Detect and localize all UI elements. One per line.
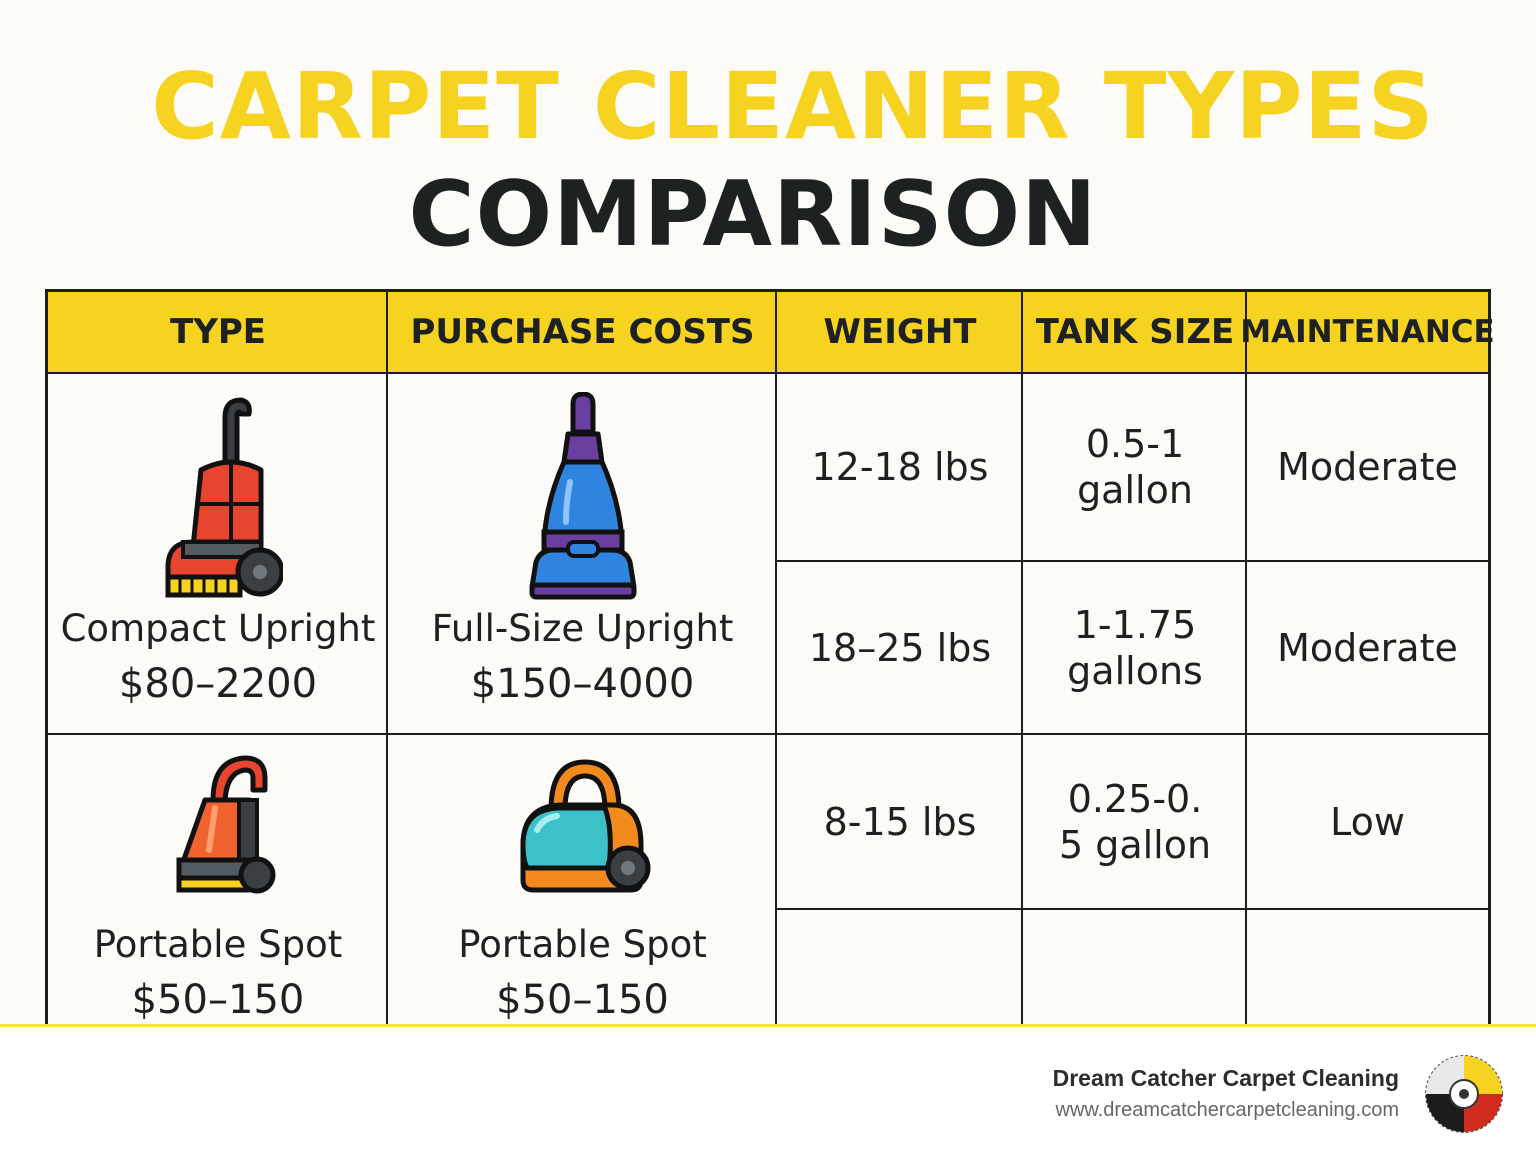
header-divider [48, 372, 1488, 374]
col-divider-2 [775, 292, 777, 1029]
row3-maintenance: Low [1330, 799, 1405, 844]
brand-block: Dream Catcher Carpet Cleaning www.dreamc… [1053, 1062, 1399, 1126]
product-price: $80–2200 [118, 661, 318, 707]
dreamcatcher-logo-icon [1425, 1055, 1503, 1133]
row2-tank-size: 1-1.75 gallons [1067, 602, 1203, 693]
full-size-upright-cleaner-icon [529, 392, 636, 600]
product-price: $150–4000 [470, 661, 695, 707]
header-weight: WEIGHT [777, 292, 1023, 372]
col-divider-4 [1245, 292, 1247, 1029]
product-name: Portable Spot [458, 923, 707, 966]
brand-url[interactable]: www.dreamcatchercarpetcleaning.com [1055, 1099, 1400, 1121]
product-full-size-upright: Full-Size Upright $150–4000 [388, 392, 777, 712]
col-divider-1 [386, 292, 388, 1029]
product-price: $50–150 [131, 977, 305, 1023]
row1-maintenance: Moderate [1277, 445, 1458, 489]
header-type: TYPE [48, 292, 388, 372]
row-divider-3 [777, 908, 1488, 910]
page-title: CARPET CLEANER TYPES [151, 53, 1435, 160]
product-portable-spot-1: Portable Spot $50–150 [48, 750, 388, 1028]
row3-tank-size: 0.25-0. 5 gallon [1058, 776, 1212, 867]
row2-weight: 18–25 lbs [808, 625, 992, 670]
row-divider-1 [777, 560, 1488, 562]
product-portable-spot-2: Portable Spot $50–150 [388, 750, 777, 1028]
compact-upright-cleaner-icon [165, 397, 283, 598]
portable-canister-cleaner-icon [520, 759, 650, 893]
page-subtitle: COMPARISON [408, 162, 1098, 267]
product-compact-upright: Compact Upright $80–2200 [48, 392, 388, 712]
footer-divider [0, 1024, 1536, 1027]
footer [0, 1027, 1536, 1154]
product-name: Full-Size Upright [431, 607, 734, 650]
row1-tank-size: 0.5-1 gallon [1077, 422, 1193, 512]
col-divider-3 [1021, 292, 1023, 1029]
row3-weight: 8-15 lbs [823, 799, 977, 844]
header-tank-size: TANK SIZE [1023, 292, 1247, 372]
comparison-table: TYPE PURCHASE COSTS WEIGHT TANK SIZE MAI… [45, 289, 1495, 1029]
portable-spot-cleaner-icon [176, 755, 276, 894]
row-divider-2 [48, 733, 1488, 735]
product-name: Portable Spot [93, 923, 343, 966]
header-purchase-costs: PURCHASE COSTS [388, 292, 777, 372]
brand-name: Dream Catcher Carpet Cleaning [1052, 1065, 1399, 1091]
row1-weight: 12-18 lbs [811, 445, 989, 489]
product-name: Compact Upright [60, 607, 376, 650]
product-price: $50–150 [496, 977, 669, 1023]
header-maintenance: MAINTENANCE [1240, 292, 1495, 372]
row2-maintenance: Moderate [1277, 625, 1458, 670]
